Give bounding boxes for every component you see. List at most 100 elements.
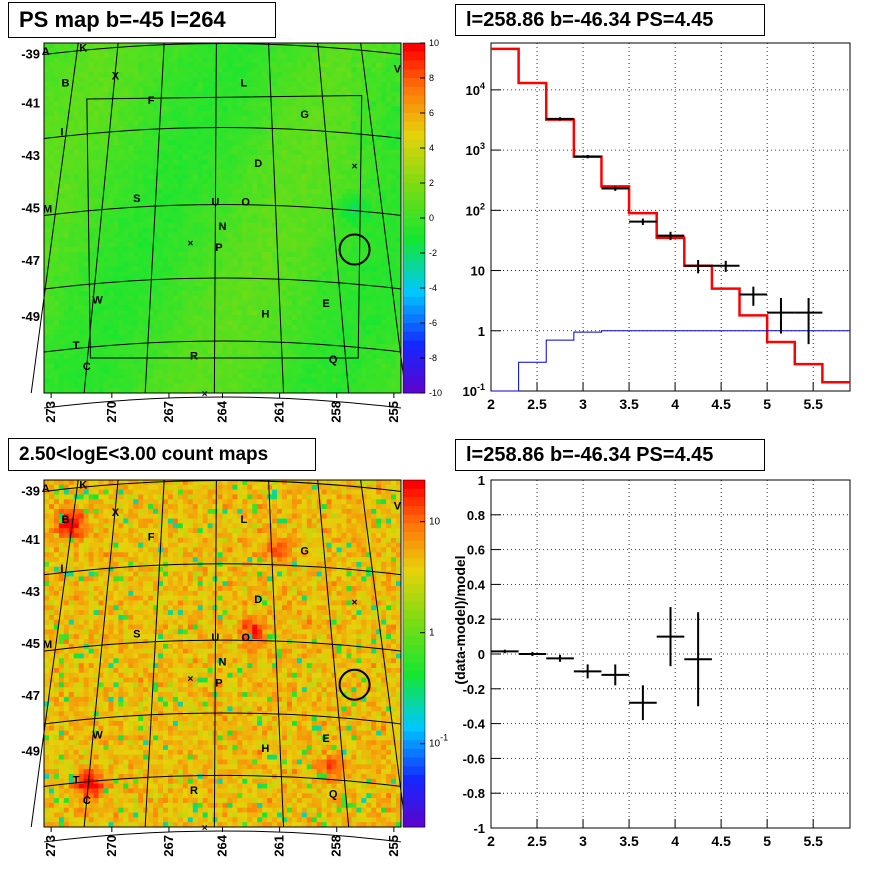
ps-map-cell [242, 140, 248, 146]
ps-map-cell [381, 252, 387, 258]
ps-map-cell [341, 300, 347, 306]
ps-map-cell [78, 256, 85, 263]
ps-map-cell [217, 91, 223, 97]
ps-map-cell [58, 349, 65, 355]
ps-map-cell [163, 252, 169, 258]
ps-map-cell [113, 256, 119, 263]
ps-map-cell [123, 339, 129, 345]
ps-map-cell [381, 62, 387, 68]
ps-map-cell [262, 111, 268, 117]
ps-map-cell [118, 81, 124, 88]
ps-map-cell [272, 101, 278, 107]
ps-map-cell [128, 67, 134, 73]
ps-map-cell [148, 354, 154, 360]
ps-map-cell [158, 256, 164, 263]
ps-map-cell [381, 72, 387, 78]
ps-map-cell [172, 47, 179, 54]
ps-map-cell [242, 77, 248, 83]
ps-map-cell [88, 52, 94, 58]
ps-map-cell [217, 120, 223, 127]
ps-map-cell [242, 315, 248, 321]
ps-map-cell [167, 52, 174, 58]
ps-map-cell [336, 81, 342, 88]
ps-map-cell [286, 91, 293, 97]
ps-map-cell [88, 242, 94, 248]
ps-map-cell [396, 222, 402, 229]
ps-map-cell [247, 354, 253, 360]
ps-map-cell [222, 154, 228, 161]
ps-map-cell [326, 305, 332, 311]
ps-map-cell [187, 47, 194, 54]
ps-map-cell [306, 344, 313, 350]
ps-map-cell [252, 334, 258, 340]
ps-map-cell [227, 276, 233, 282]
ps-map-cell [247, 120, 253, 127]
ps-map-cell [296, 300, 303, 306]
ps-map-cell [98, 67, 104, 73]
ps-map-cell [301, 290, 308, 297]
ps-map-cell [321, 363, 328, 370]
ps-map-cell [143, 135, 149, 141]
ps-map-cell [366, 125, 372, 131]
ps-map-cell [202, 159, 209, 165]
ps-map-cell [326, 266, 332, 272]
ps-map-cell [306, 266, 313, 272]
ps-map-cell [197, 198, 204, 204]
ps-map-cell [381, 115, 387, 122]
ps-map-cell [381, 145, 387, 151]
ps-map-cell [242, 130, 248, 136]
ps-map-cell [58, 52, 65, 58]
ps-map-cell [177, 43, 184, 49]
ps-map-cell [138, 300, 144, 306]
ps-map-cell [58, 106, 65, 112]
ps-map-cell [48, 57, 55, 63]
ps-map-cell [311, 111, 318, 117]
ps-map-cell [351, 154, 357, 161]
ps-map-cell [366, 218, 372, 224]
ps-map-cell [257, 271, 263, 277]
ps-map-cell [83, 320, 90, 326]
ps-map-cell [316, 52, 323, 58]
ps-map-cell [291, 164, 298, 170]
ps-map-cell [232, 276, 238, 282]
ps-map-cell [237, 81, 243, 88]
ps-map-cell [98, 164, 104, 170]
ps-map-cell [316, 208, 323, 214]
ps-map-cell [306, 149, 313, 156]
ps-map-cell [391, 344, 397, 350]
ps-map-cell [88, 140, 94, 146]
ps-map-cell [172, 140, 179, 146]
ps-map-cell [282, 62, 288, 68]
ps-map-cell [331, 271, 337, 277]
ps-map-cell [267, 218, 273, 224]
ps-map-cell [143, 159, 149, 165]
ps-map-cell [138, 72, 144, 78]
ps-map-cell [68, 237, 75, 243]
ps-map-cell [366, 159, 372, 165]
ps-map-cell [361, 208, 367, 214]
ps-map-cell [272, 62, 278, 68]
ps-map-cell [48, 193, 55, 199]
ps-map-cell [207, 188, 213, 195]
ps-map-cell [172, 203, 179, 209]
ps-map-cell [291, 373, 298, 379]
ps-map-cell [321, 130, 328, 136]
ps-map-cell [187, 237, 194, 243]
ps-map-cell [103, 120, 109, 127]
ps-map-cell [296, 358, 303, 365]
ps-map-cell [336, 193, 342, 199]
ps-map-cell [133, 295, 139, 302]
ps-map-cell [192, 256, 199, 263]
ps-map-cell [227, 373, 233, 379]
ps-map-cell [53, 266, 60, 272]
ps-map-cell [212, 101, 218, 107]
ps-map-cell [336, 179, 342, 185]
ps-map-cell [311, 213, 318, 219]
ps-map-cell [78, 305, 85, 311]
ps-map-cell [361, 358, 367, 365]
ps-map-cell [128, 174, 134, 180]
ps-map-cell [316, 286, 323, 292]
ps-map-cell [163, 290, 169, 297]
ps-map-cell [272, 77, 278, 83]
ps-map-cell [197, 86, 204, 93]
